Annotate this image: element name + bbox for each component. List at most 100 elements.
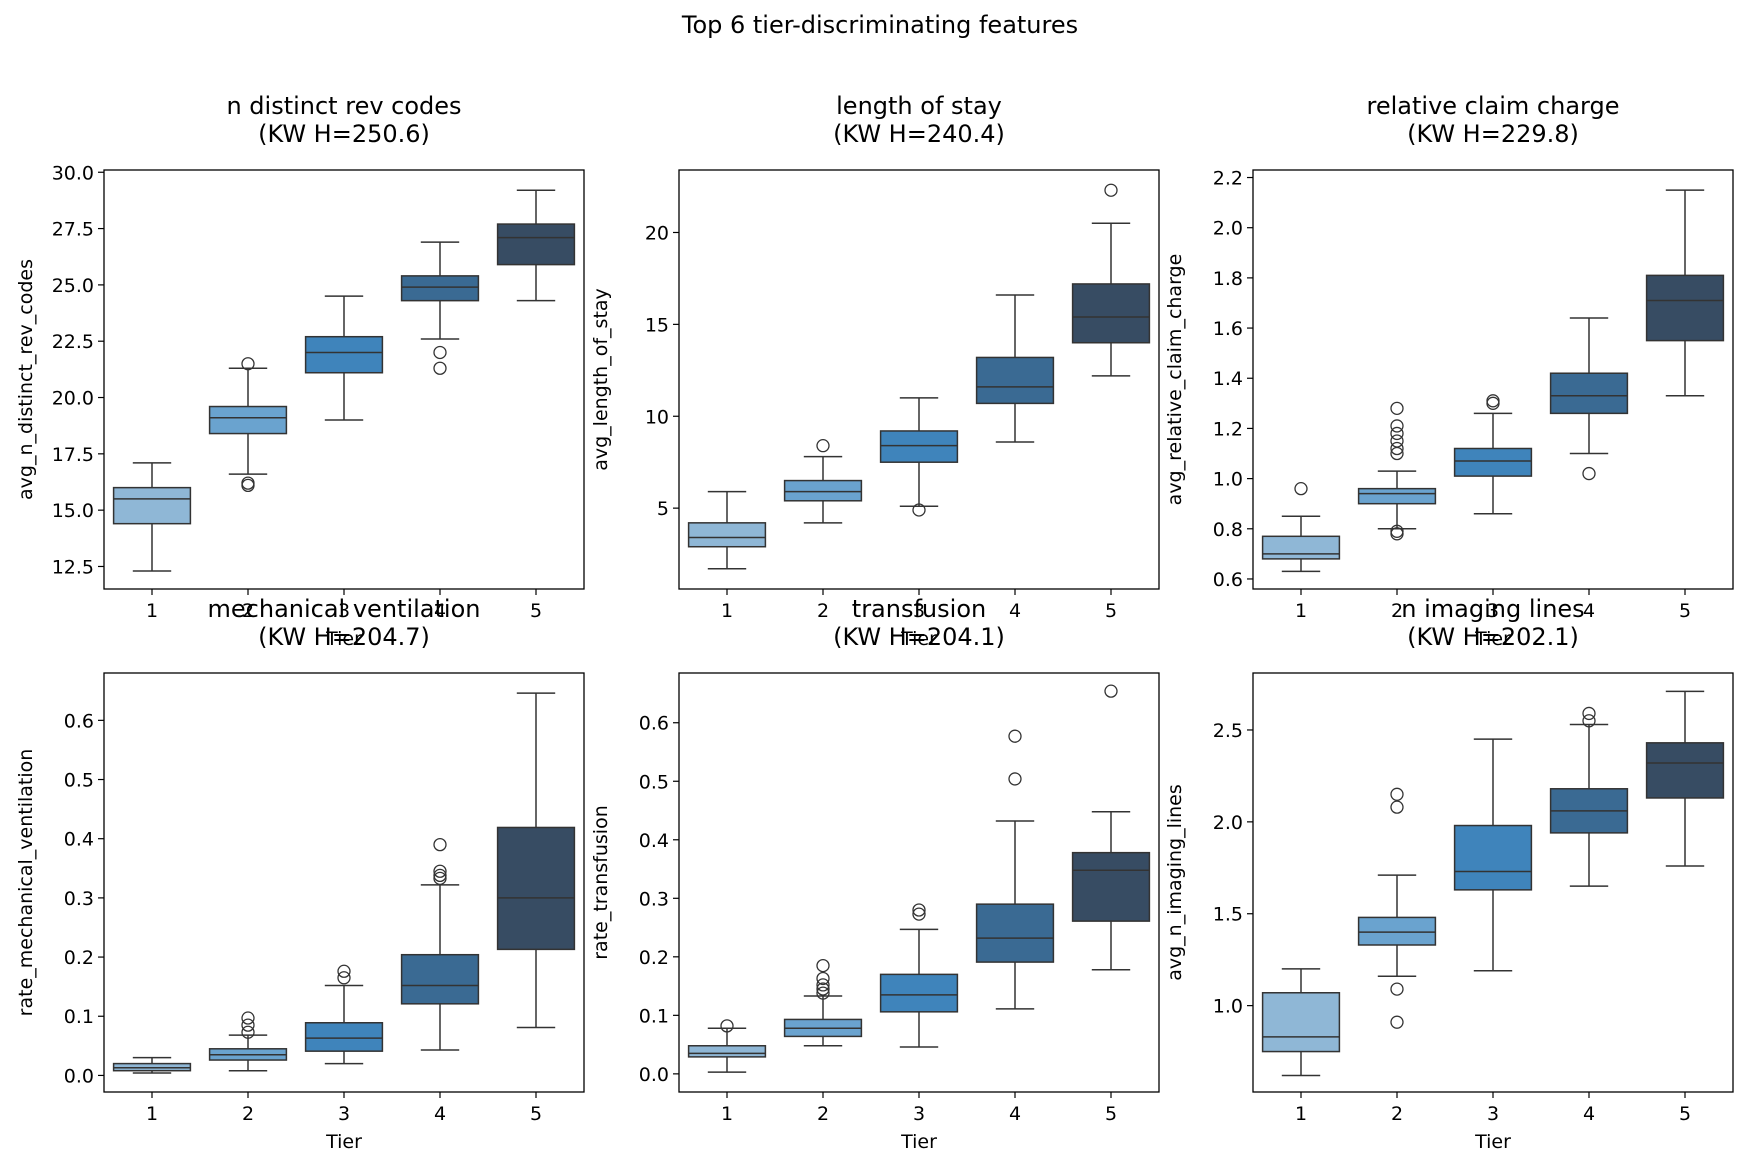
box-iqr — [879, 973, 959, 1013]
outlier-point — [1104, 684, 1118, 698]
box-iqr — [1357, 916, 1437, 946]
outlier-point — [912, 903, 926, 917]
y-tick-label: 0.2 — [639, 947, 669, 969]
panel-subtitle: (KW H=240.4) — [833, 120, 1005, 148]
y-tick-label: 12.5 — [52, 556, 94, 578]
outlier-point — [816, 982, 830, 996]
outlier-point — [1390, 787, 1404, 801]
outlier-point — [1390, 982, 1404, 996]
outlier-point — [1390, 441, 1404, 456]
outlier-point — [433, 868, 447, 883]
outlier-point — [1294, 481, 1308, 496]
panel-subtitle: (KW H=250.6) — [258, 120, 430, 148]
y-tick-label: 0.5 — [639, 771, 669, 793]
y-tick-label: 1.2 — [1213, 418, 1243, 440]
outlier-point — [433, 345, 447, 360]
y-tick-label: 2.0 — [1213, 218, 1243, 240]
y-tick-label: 0.1 — [639, 1005, 669, 1027]
x-tick-label: 4 — [434, 600, 446, 622]
box-tier-2 — [783, 439, 863, 524]
figure-title: Top 6 tier-discriminating features — [681, 11, 1078, 39]
box-tier-4 — [400, 241, 480, 375]
box-tier-4 — [1549, 706, 1629, 887]
box-tier-1 — [687, 490, 767, 570]
box-iqr — [1453, 447, 1533, 477]
x-tick-label: 2 — [817, 1103, 829, 1125]
y-tick-label: 22.5 — [52, 331, 94, 353]
x-tick-label: 1 — [146, 1103, 158, 1125]
y-tick-label: 0.3 — [64, 888, 94, 910]
y-axis-label: rate_transfusion — [590, 805, 612, 960]
box-tier-3 — [879, 903, 959, 1048]
outlier-point — [433, 871, 447, 886]
y-tick-label: 25.0 — [52, 275, 94, 297]
x-tick-label: 2 — [1391, 600, 1403, 622]
box-iqr — [400, 953, 480, 1005]
x-tick-label: 1 — [1295, 1103, 1307, 1125]
box-iqr — [1357, 487, 1437, 505]
y-tick-label: 2.2 — [1213, 168, 1243, 190]
box-iqr — [1645, 742, 1725, 799]
x-tick-label: 1 — [1295, 600, 1307, 622]
box-tier-5 — [496, 692, 576, 1029]
outlier-point — [1008, 729, 1022, 743]
x-tick-label: 2 — [817, 600, 829, 622]
box-iqr — [687, 1045, 767, 1058]
box-iqr — [1549, 372, 1629, 415]
outlier-point — [816, 986, 830, 1000]
outlier-point — [1390, 527, 1404, 541]
x-axis-label: Tier — [900, 628, 937, 650]
box-tier-5 — [1071, 684, 1151, 971]
outlier-point — [1390, 1015, 1404, 1029]
box-iqr — [1261, 992, 1341, 1053]
y-tick-label: 5 — [657, 498, 669, 520]
plot-frame — [678, 672, 1160, 1093]
y-tick-label: 0.4 — [639, 830, 669, 852]
box-tier-2 — [208, 357, 288, 493]
box-iqr — [496, 223, 576, 266]
box-tier-2 — [1357, 787, 1437, 1029]
panel-1: n distinct rev codes(KW H=250.6) 12.5 15.0… — [15, 92, 585, 650]
y-tick-label: 20 — [645, 222, 669, 244]
panel-subtitle: (KW H=204.7) — [258, 623, 430, 651]
y-tick-label: 10 — [645, 406, 669, 428]
panels: n distinct rev codes(KW H=250.6)12.515.0… — [15, 92, 1734, 1153]
x-tick-label: 4 — [1009, 1103, 1021, 1125]
x-tick-label: 4 — [1009, 600, 1021, 622]
box-iqr — [112, 486, 192, 525]
panel-title: length of stay — [836, 92, 1002, 120]
box-tier-5 — [1645, 189, 1725, 397]
x-axis-label: Tier — [325, 1131, 362, 1153]
y-axis-label: avg_length_of_stay — [590, 288, 612, 471]
x-tick-label: 3 — [913, 600, 925, 622]
outlier-point — [912, 503, 926, 517]
plot-frame — [678, 169, 1160, 590]
box-tier-3 — [304, 964, 384, 1065]
outlier-point — [1486, 396, 1500, 410]
outlier-point — [816, 958, 830, 973]
outlier-point — [337, 971, 351, 985]
outlier-point — [1390, 426, 1404, 441]
panel-title: n distinct rev codes — [226, 92, 461, 120]
plot-frame — [103, 672, 585, 1093]
panel-4: mechanical ventilation(KW H=204.7) 0.0 0.1… — [15, 595, 585, 1153]
y-tick-label: 1.0 — [1213, 996, 1243, 1018]
y-tick-label: 0.3 — [639, 888, 669, 910]
outlier-point — [241, 476, 255, 490]
outlier-point — [1582, 466, 1596, 481]
box-iqr — [1645, 274, 1725, 342]
box-iqr — [879, 430, 959, 463]
y-tick-label: 1.4 — [1213, 368, 1243, 390]
outlier-point — [1390, 800, 1404, 814]
box-iqr — [1071, 851, 1151, 922]
box-tier-5 — [496, 189, 576, 302]
box-tier-4 — [1549, 317, 1629, 481]
box-tier-4 — [400, 837, 480, 1051]
y-tick-label: 30.0 — [52, 162, 94, 184]
y-axis-label: avg_relative_claim_charge — [1164, 254, 1186, 506]
outlier-point — [1390, 401, 1404, 416]
x-tick-label: 4 — [434, 1103, 446, 1125]
x-tick-label: 1 — [721, 1103, 733, 1125]
x-tick-label: 5 — [1105, 600, 1117, 622]
box-tier-5 — [1645, 690, 1725, 867]
